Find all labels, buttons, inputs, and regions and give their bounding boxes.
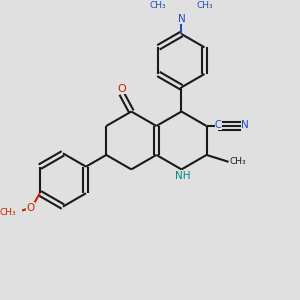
Text: C: C xyxy=(215,120,222,130)
Text: CH₃: CH₃ xyxy=(0,208,16,217)
Text: O: O xyxy=(27,202,35,213)
Text: CH₃: CH₃ xyxy=(196,2,213,10)
Text: N: N xyxy=(241,120,249,130)
Text: NH: NH xyxy=(175,171,190,181)
Text: O: O xyxy=(117,84,126,94)
Text: N: N xyxy=(178,14,185,24)
Text: CH₃: CH₃ xyxy=(150,2,166,10)
Text: CH₃: CH₃ xyxy=(229,157,246,166)
